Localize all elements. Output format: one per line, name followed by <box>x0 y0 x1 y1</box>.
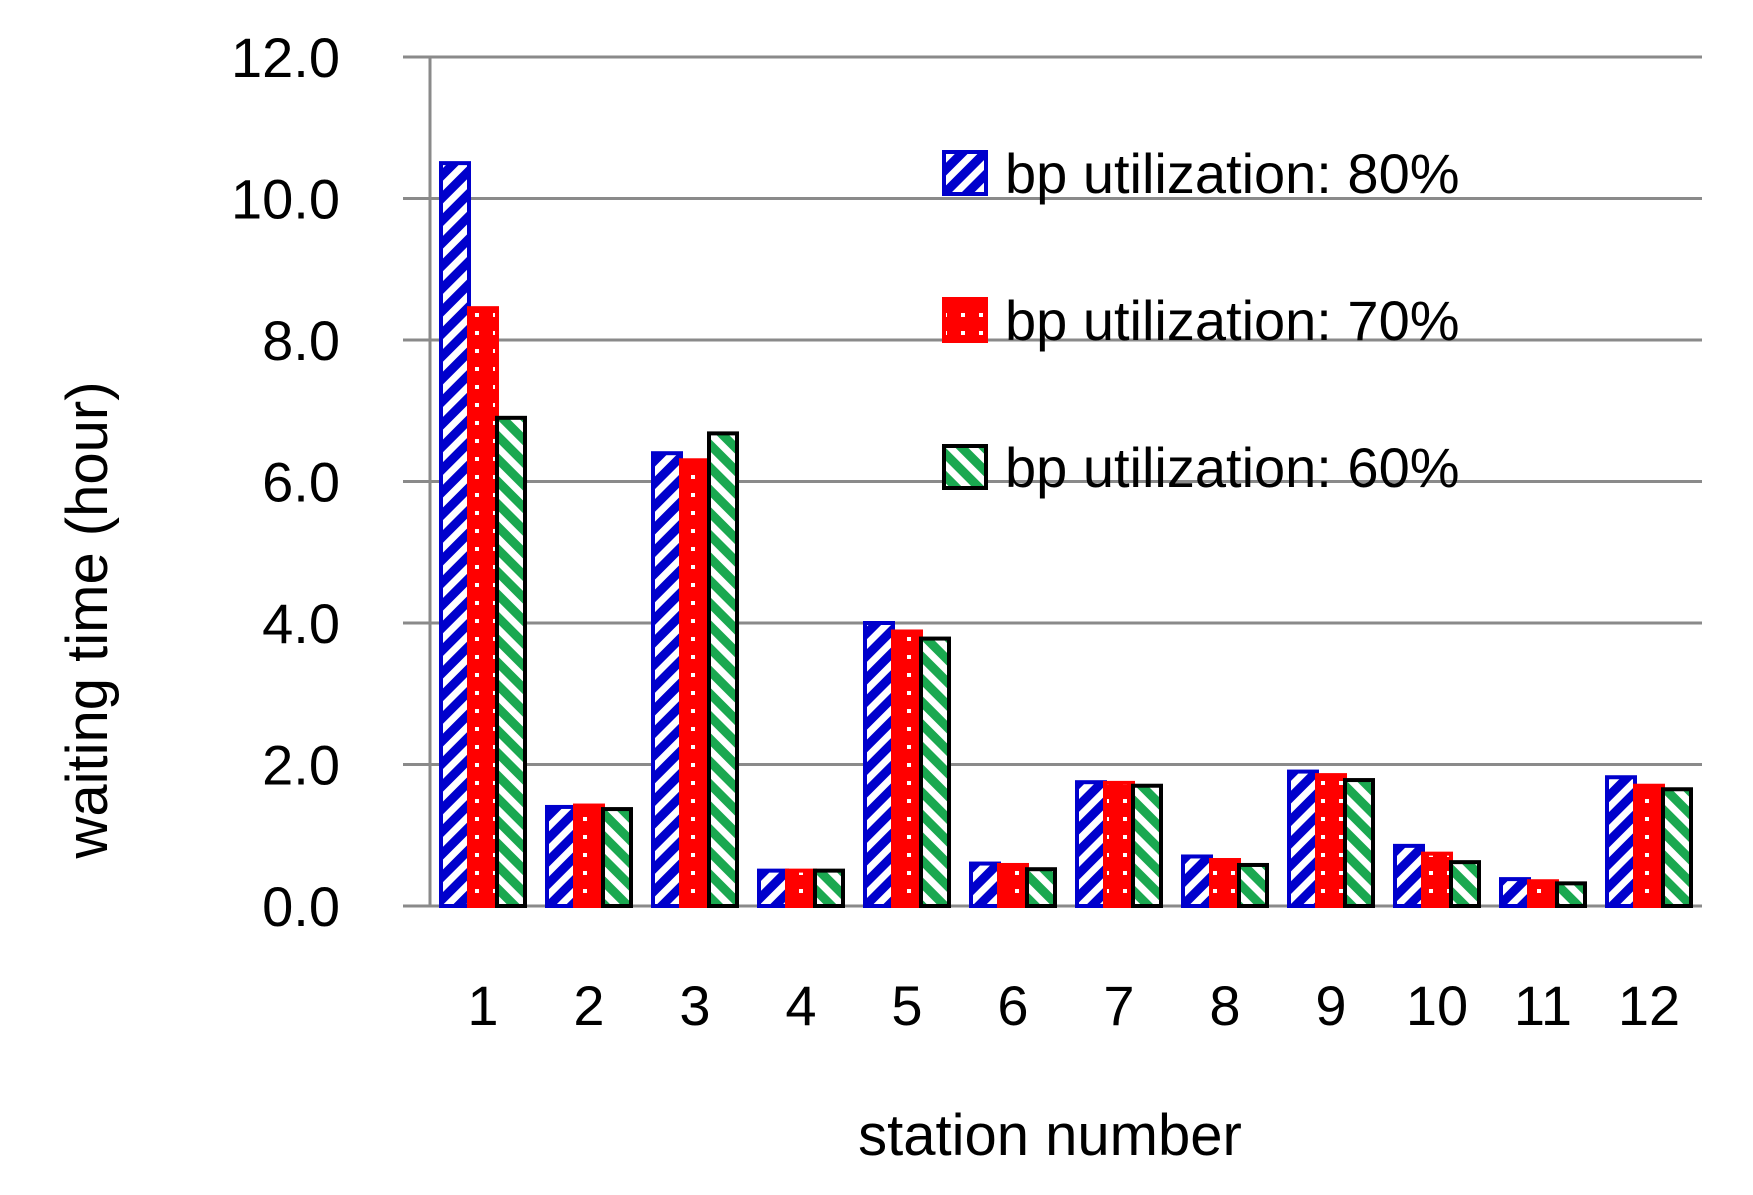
bar-series-3-station-12 <box>1661 787 1693 909</box>
x-tick-label: 2 <box>573 974 604 1037</box>
bar-series-3-station-5 <box>919 636 951 908</box>
bar-series-2-station-10 <box>1421 851 1453 909</box>
y-tick-label: 8.0 <box>262 309 340 372</box>
x-tick-label: 4 <box>785 974 816 1037</box>
legend: bp utilization: 80% bp utilization: 70% bp… <box>942 142 1460 499</box>
bar-series-1-station-1 <box>439 161 471 908</box>
y-tick-label: 12.0 <box>231 26 340 89</box>
legend-label: bp utilization: 80% <box>1005 142 1460 205</box>
bars <box>439 161 1693 909</box>
x-tick-label: 6 <box>997 974 1028 1037</box>
x-tick-label: 8 <box>1209 974 1240 1037</box>
bar-series-2-station-3 <box>679 458 711 908</box>
bar-series-1-station-8 <box>1181 854 1213 908</box>
bar-series-1-station-11 <box>1499 877 1531 908</box>
bar-series-3-station-4 <box>813 868 845 908</box>
x-axis-title: station number <box>858 1103 1242 1168</box>
bar-series-3-station-6 <box>1025 867 1057 909</box>
legend-swatch <box>942 150 988 196</box>
bar-series-2-station-7 <box>1103 780 1135 909</box>
bar-series-1-station-2 <box>545 804 577 909</box>
bar-series-3-station-9 <box>1343 778 1375 908</box>
bar-series-1-station-6 <box>969 861 1001 908</box>
legend-swatch <box>942 444 988 490</box>
bar-series-2-station-2 <box>573 803 605 908</box>
bar-series-1-station-9 <box>1287 769 1319 909</box>
x-tick-label: 1 <box>467 974 498 1037</box>
tick-labels: 0.02.04.06.08.010.012.01 2 3 4 5 6 7 8 9 10 11 12 <box>231 26 1680 1037</box>
gridlines <box>403 55 1702 766</box>
bar-series-3-station-8 <box>1237 862 1269 909</box>
bar-series-2-station-9 <box>1315 773 1347 908</box>
x-tick-label: 12 <box>1618 974 1680 1037</box>
bar-series-3-station-2 <box>601 807 633 909</box>
bar-series-3-station-1 <box>495 415 527 908</box>
bar-series-1-station-5 <box>863 621 895 908</box>
y-tick-label: 2.0 <box>262 734 340 797</box>
y-tick-label: 4.0 <box>262 592 340 655</box>
bar-series-2-station-5 <box>891 629 923 908</box>
y-tick-label: 10.0 <box>231 168 340 231</box>
legend-swatch <box>942 297 988 343</box>
y-tick-label: 0.0 <box>262 875 340 938</box>
bar-series-1-station-3 <box>651 451 683 908</box>
bar-series-2-station-6 <box>997 862 1029 909</box>
x-tick-label: 9 <box>1315 974 1346 1037</box>
y-tick-label: 6.0 <box>262 451 340 514</box>
bar-series-1-station-7 <box>1075 780 1107 908</box>
bar-series-2-station-8 <box>1209 858 1241 909</box>
bar-series-3-station-10 <box>1449 860 1481 909</box>
legend-label: bp utilization: 70% <box>1005 289 1460 352</box>
bar-series-1-station-12 <box>1605 775 1637 908</box>
bar-series-3-station-3 <box>707 431 739 908</box>
bar-series-1-station-10 <box>1393 843 1425 908</box>
x-tick-label: 5 <box>891 974 922 1037</box>
bar-series-2-station-12 <box>1633 783 1665 908</box>
bar-series-3-station-7 <box>1131 783 1163 908</box>
x-tick-label: 7 <box>1103 974 1134 1037</box>
x-tick-label: 10 <box>1406 974 1468 1037</box>
bar-series-3-station-11 <box>1555 881 1587 908</box>
x-tick-label: 11 <box>1514 974 1572 1037</box>
bar-series-2-station-11 <box>1527 879 1559 908</box>
bar-series-2-station-1 <box>467 306 499 909</box>
y-axis-title: waiting time (hour) <box>55 381 120 859</box>
bar-series-1-station-4 <box>757 868 789 908</box>
bar-series-2-station-4 <box>785 868 817 908</box>
x-tick-label: 3 <box>679 974 710 1037</box>
legend-label: bp utilization: 60% <box>1005 436 1460 499</box>
